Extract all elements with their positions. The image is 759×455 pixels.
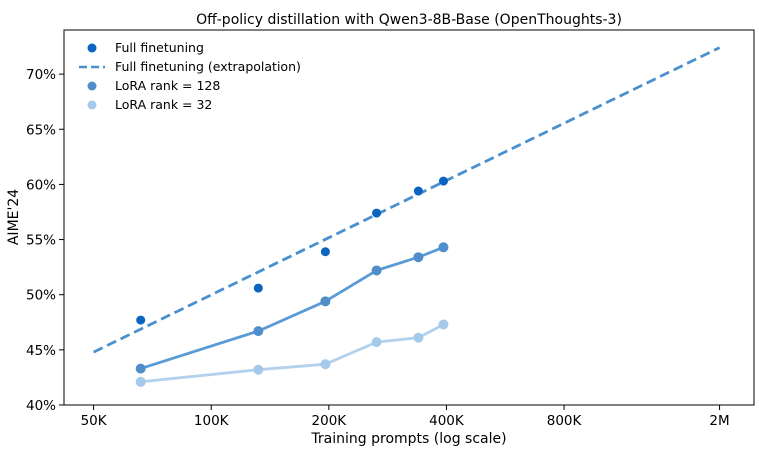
data-point-lora-rank-32 [253, 364, 264, 375]
series-line-lora-rank-128 [140, 245, 445, 370]
legend-label-lora-128: LoRA rank = 128 [115, 78, 220, 93]
data-point-lora-rank-32 [320, 359, 331, 370]
data-point-lora-rank-128 [438, 242, 449, 253]
legend-marker-lora-32 [87, 100, 97, 110]
x-tick-label: 100K [194, 413, 230, 429]
data-point-lora-rank-128 [135, 363, 146, 374]
data-point-full-finetuning [438, 176, 448, 186]
data-point-lora-rank-128 [320, 296, 331, 307]
data-point-full-finetuning [320, 247, 330, 257]
series-line-full-finetuning-extrapolation [92, 46, 721, 354]
x-tick-label: 400K [429, 413, 465, 429]
legend: Full finetuning Full finetuning (extrapo… [79, 40, 301, 112]
y-tick-label: 45% [26, 343, 56, 359]
x-tick-label: 800K [547, 413, 583, 429]
data-point-full-finetuning [136, 315, 146, 325]
data-point-full-finetuning [413, 186, 423, 196]
y-tick-label: 70% [26, 67, 56, 83]
x-axis-label: Training prompts (log scale) [310, 431, 506, 447]
y-tick-label: 55% [26, 233, 56, 249]
legend-label-extrapolation: Full finetuning (extrapolation) [115, 59, 301, 74]
data-point-lora-rank-32 [413, 332, 424, 343]
chart-title: Off-policy distillation with Qwen3-8B-Ba… [196, 12, 622, 28]
data-point-full-finetuning [372, 208, 382, 218]
data-point-lora-rank-128 [371, 265, 382, 276]
data-point-lora-rank-32 [371, 337, 382, 348]
y-tick-label: 65% [26, 122, 56, 138]
y-axis-label: AIME'24 [6, 189, 22, 245]
plot-frame [63, 29, 755, 406]
data-point-lora-rank-128 [413, 252, 424, 263]
y-tick-label: 40% [26, 398, 56, 414]
series-layer [92, 46, 721, 387]
x-tick-label: 50K [81, 413, 108, 429]
data-point-lora-rank-128 [253, 326, 264, 337]
x-tick-label: 200K [312, 413, 348, 429]
y-tick-label: 60% [26, 177, 56, 193]
legend-marker-lora-128 [87, 81, 97, 91]
legend-marker-full-finetuning [87, 43, 97, 53]
data-point-lora-rank-32 [135, 376, 146, 387]
legend-label-full-finetuning: Full finetuning [115, 40, 204, 55]
x-axis: 50K 100K 200K 400K 800K 2M [81, 405, 730, 429]
x-tick-label: 2M [709, 413, 729, 429]
legend-label-lora-32: LoRA rank = 32 [115, 97, 212, 112]
y-axis: 40% 45% 50% 55% 60% 65% 70% [26, 67, 64, 414]
data-point-full-finetuning [253, 283, 263, 293]
data-point-lora-rank-32 [438, 319, 449, 330]
y-tick-label: 50% [26, 288, 56, 304]
